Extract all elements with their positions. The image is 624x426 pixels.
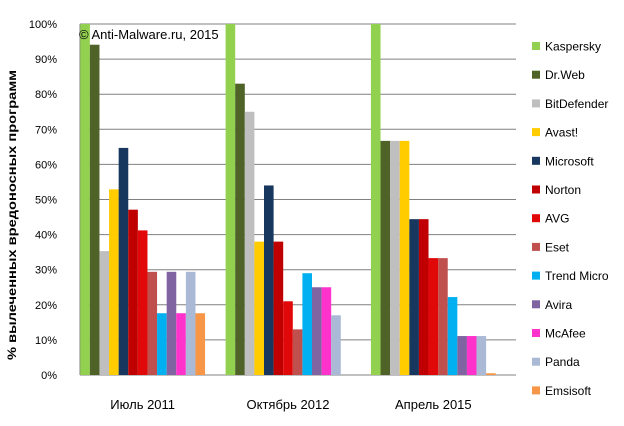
bar-avast--0 [109,189,119,375]
bar-bitdefender-1 [244,111,255,375]
bar-kaspersky-2 [370,24,381,375]
bar-microsoft-2 [409,219,419,375]
y-tick-label: 10% [35,335,57,347]
bar-avg-2 [428,258,439,375]
bar-trend-micro-2 [447,297,458,375]
watermark: © Anti-Malware.ru, 2015 [79,27,219,42]
legend-label: Avira [545,298,572,312]
x-category-label: Июль 2011 [110,397,175,412]
bar-dr-web-0 [89,44,100,376]
bar-trend-micro-1 [302,273,312,375]
bars [80,24,496,376]
bar-bitdefender-2 [390,140,400,375]
y-tick-label: 50% [35,195,57,207]
legend-swatch [532,99,540,108]
legend-swatch [532,329,540,337]
legend-swatch [532,156,540,165]
y-tick-label: 40% [35,230,57,242]
legend-label: Dr.Web [545,68,585,82]
bar-panda-1 [331,315,341,375]
legend-swatch [532,128,540,137]
bar-norton-2 [418,219,429,375]
legend-label: Microsoft [545,154,594,168]
legend-label: Trend Micro [545,269,609,283]
legend-swatch [532,42,540,50]
legend-label: Emsisoft [545,384,592,398]
legend: Kaspersky Dr.Web BitDefender Avast! Microsof… [532,40,609,398]
bar-eset-0 [147,271,158,375]
legend-label: BitDefender [545,97,608,111]
legend-swatch [532,357,540,366]
legend-label: Kaspersky [545,40,601,54]
bar-avast--1 [254,241,264,375]
bar-mcafee-2 [466,336,477,375]
bar-norton-0 [128,209,138,375]
legend-label: McAfee [545,327,586,341]
legend-label: Avast! [545,126,578,140]
y-tick-label: 80% [35,89,57,101]
bar-emsisoft-0 [195,313,206,375]
bar-bitdefender-0 [99,251,110,375]
y-tick-label: 30% [35,265,57,277]
legend-label: AVG [545,212,569,226]
legend-swatch [532,386,540,395]
y-tick-label: 20% [35,300,57,312]
legend-swatch [532,271,540,280]
bar-panda-0 [185,271,196,375]
legend-label: Panda [545,355,580,369]
x-category-label: Апрель 2015 [395,397,472,412]
bar-avira-1 [312,287,322,375]
bar-norton-1 [273,241,284,375]
x-axis-categories: Июль 2011 Октябрь 2012 Апрель 2015 [110,397,471,412]
legend-label: Norton [545,183,581,197]
y-axis-label: % вылеченных вредоносных программ [5,70,19,360]
bar-avg-1 [283,301,293,375]
bar-dr-web-2 [380,140,391,375]
x-category-label: Октябрь 2012 [247,397,330,412]
y-tick-label: 90% [35,54,57,66]
y-tick-label: 0% [41,370,57,382]
y-tick-label: 100% [29,19,57,31]
bar-microsoft-0 [118,147,129,375]
bar-mcafee-0 [176,313,186,375]
legend-swatch [532,242,540,251]
bar-dr-web-1 [235,83,245,376]
bar-eset-1 [292,329,303,375]
legend-swatch [532,70,540,79]
legend-label: Eset [545,240,570,254]
bar-avira-0 [166,271,177,375]
bar-emsisoft-2 [486,373,496,375]
bar-eset-2 [438,258,448,375]
legend-swatch [532,300,540,309]
y-tick-label: 70% [35,124,57,136]
bar-avast--2 [399,140,410,375]
bar-mcafee-1 [321,287,332,375]
bar-kaspersky-1 [225,24,236,375]
bar-panda-2 [476,336,487,375]
legend-swatch [532,185,540,194]
bar-avira-2 [457,336,467,375]
bar-trend-micro-0 [157,313,167,375]
bar-avg-0 [137,230,148,375]
y-tick-label: 60% [35,159,57,171]
bar-kaspersky-0 [80,24,90,375]
y-axis-ticks: 0% 10% 20% 30% 40% 50% 60% 70% 80% 90% 100% [29,19,57,382]
bar-microsoft-1 [264,185,274,375]
legend-swatch [532,214,540,223]
